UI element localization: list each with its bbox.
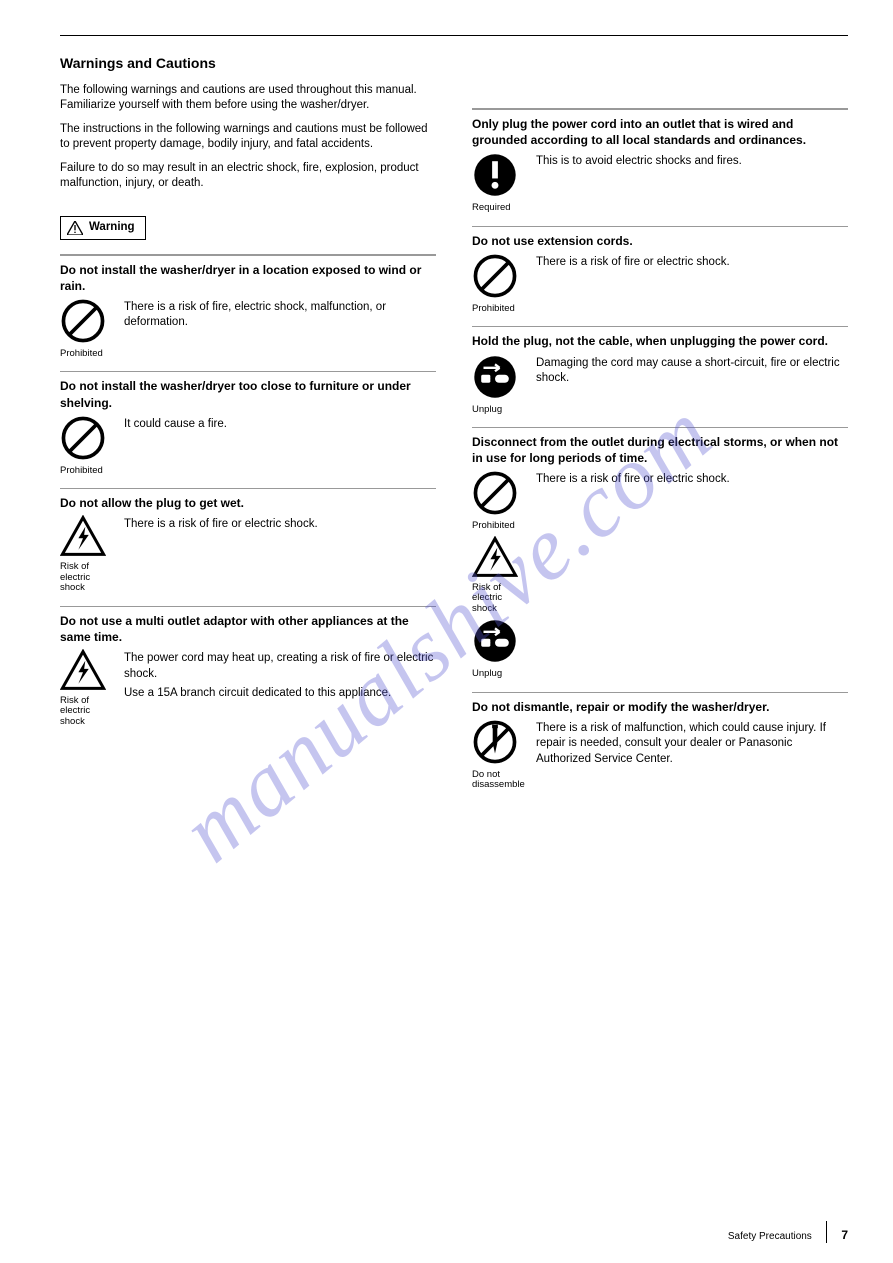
block-body: Use a 15A branch circuit dedicated to th… bbox=[124, 686, 436, 702]
safety-item: Risk of electric shock The power cord ma… bbox=[60, 649, 436, 727]
block-body: It could cause a fire. bbox=[124, 417, 436, 433]
warning-triangle-icon bbox=[67, 221, 83, 235]
page-number: 7 bbox=[841, 1227, 848, 1243]
icon-label: Unplug bbox=[472, 405, 502, 415]
top-rule bbox=[60, 35, 848, 36]
intro-paragraph: Failure to do so may result in an electr… bbox=[60, 161, 436, 192]
safety-item: Risk of electric shock There is a risk o… bbox=[60, 515, 436, 593]
warning-badge: Warning bbox=[60, 216, 146, 240]
shock-icon bbox=[472, 536, 518, 578]
block-title: Only plug the power cord into an outlet … bbox=[472, 116, 848, 148]
prohibit-icon bbox=[472, 470, 518, 516]
block-title: Do not install the washer/dryer too clos… bbox=[60, 378, 436, 410]
safety-item: Unplug Damaging the cord may cause a sho… bbox=[472, 354, 848, 415]
unplug-icon bbox=[472, 618, 518, 664]
icon-label: Do not disassemble bbox=[472, 770, 526, 791]
left-column: Warnings and Cautions The following warn… bbox=[60, 54, 436, 791]
icon-label: Unplug bbox=[472, 669, 502, 679]
rule bbox=[472, 226, 848, 227]
rule bbox=[472, 108, 848, 110]
block-body: This is to avoid electric shocks and fir… bbox=[536, 154, 848, 170]
safety-item: Do not disassemble There is a risk of ma… bbox=[472, 719, 848, 791]
icon-label: Prohibited bbox=[60, 349, 103, 359]
icon-label: Prohibited bbox=[472, 521, 515, 531]
prohibit-icon bbox=[472, 253, 518, 299]
block-title: Hold the plug, not the cable, when unplu… bbox=[472, 333, 848, 349]
mandatory-icon bbox=[472, 152, 518, 198]
rule bbox=[472, 427, 848, 428]
rule bbox=[60, 254, 436, 256]
footer-divider bbox=[826, 1221, 828, 1243]
safety-item: Prohibited It could cause a fire. bbox=[60, 415, 436, 476]
two-column-layout: Warnings and Cautions The following warn… bbox=[60, 54, 848, 791]
block-title: Disconnect from the outlet during electr… bbox=[472, 434, 848, 466]
intro-paragraph: The following warnings and cautions are … bbox=[60, 83, 436, 114]
no-disassemble-icon bbox=[472, 719, 518, 765]
block-body: There is a risk of fire or electric shoc… bbox=[536, 255, 848, 271]
safety-item: Prohibited Risk of electric shock Unplug bbox=[472, 470, 848, 679]
block-body: There is a risk of malfunction, which co… bbox=[536, 721, 848, 768]
page-footer: Safety Precautions 7 bbox=[728, 1221, 848, 1243]
block-title: Do not use a multi outlet adaptor with o… bbox=[60, 613, 436, 645]
rule bbox=[60, 371, 436, 372]
safety-item: Required This is to avoid electric shock… bbox=[472, 152, 848, 213]
icon-label: Prohibited bbox=[60, 466, 103, 476]
rule bbox=[472, 692, 848, 693]
footer-section: Safety Precautions bbox=[728, 1230, 812, 1244]
block-title: Do not use extension cords. bbox=[472, 233, 848, 249]
prohibit-icon bbox=[60, 298, 106, 344]
block-title: Do not install the washer/dryer in a loc… bbox=[60, 262, 436, 294]
icon-label: Risk of electric shock bbox=[60, 562, 114, 593]
safety-item: Prohibited There is a risk of fire, elec… bbox=[60, 298, 436, 359]
block-body: There is a risk of fire or electric shoc… bbox=[124, 517, 436, 533]
shock-icon bbox=[60, 649, 106, 691]
shock-icon bbox=[60, 515, 106, 557]
warning-label: Warning bbox=[89, 220, 135, 236]
block-body: There is a risk of fire or electric shoc… bbox=[536, 472, 848, 488]
icon-label: Prohibited bbox=[472, 304, 515, 314]
unplug-icon bbox=[472, 354, 518, 400]
intro-paragraph: The instructions in the following warnin… bbox=[60, 122, 436, 153]
block-body: The power cord may heat up, creating a r… bbox=[124, 651, 436, 682]
icon-label: Required bbox=[472, 203, 511, 213]
block-body: There is a risk of fire, electric shock,… bbox=[124, 300, 436, 331]
rule bbox=[60, 488, 436, 489]
rule bbox=[60, 606, 436, 607]
prohibit-icon bbox=[60, 415, 106, 461]
icon-label: Risk of electric shock bbox=[60, 696, 114, 727]
block-title: Do not allow the plug to get wet. bbox=[60, 495, 436, 511]
right-column: Only plug the power cord into an outlet … bbox=[472, 54, 848, 791]
icon-label: Risk of electric shock bbox=[472, 583, 526, 614]
block-body: Damaging the cord may cause a short-circ… bbox=[536, 356, 848, 387]
rule bbox=[472, 326, 848, 327]
safety-item: Prohibited There is a risk of fire or el… bbox=[472, 253, 848, 314]
page-heading: Warnings and Cautions bbox=[60, 54, 436, 73]
block-title: Do not dismantle, repair or modify the w… bbox=[472, 699, 848, 715]
